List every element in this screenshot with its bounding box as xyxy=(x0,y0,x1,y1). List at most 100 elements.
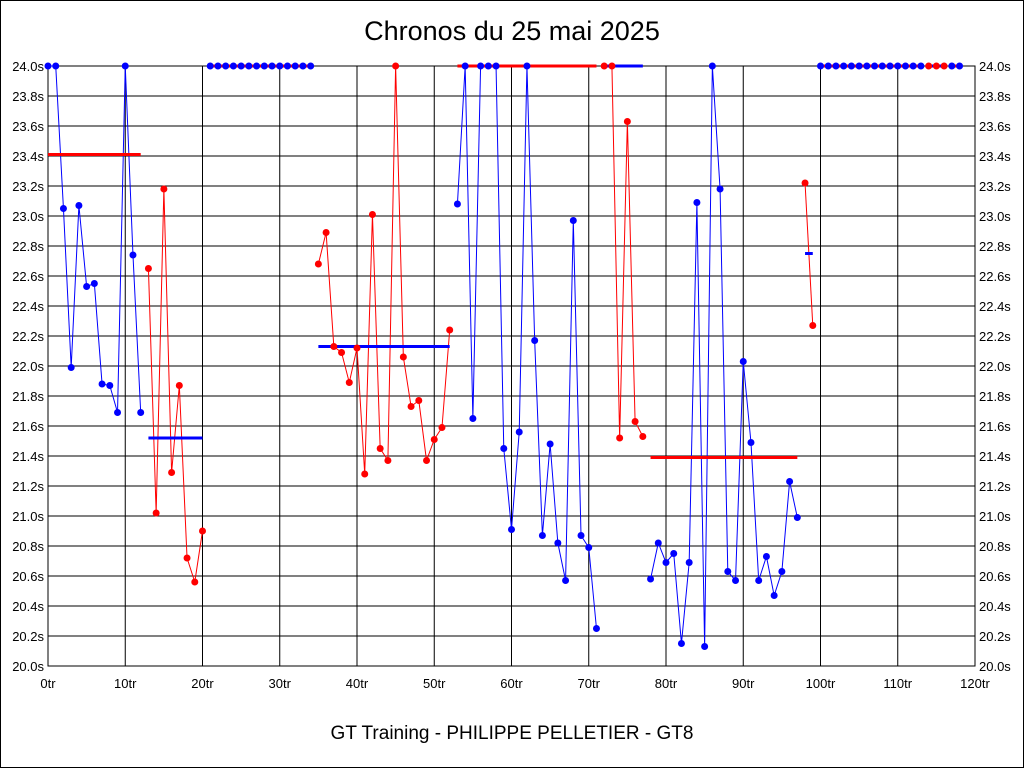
lap-time-point xyxy=(144,265,152,272)
lap-time-point xyxy=(662,559,670,566)
x-tick-label: 10tr xyxy=(114,676,137,691)
lap-time-point xyxy=(477,62,485,70)
lap-time-point xyxy=(44,62,52,70)
lap-time-point xyxy=(206,62,214,70)
lap-time-point xyxy=(925,62,933,70)
lap-time-point xyxy=(531,337,539,344)
lap-time-point xyxy=(577,532,585,539)
lap-time-point xyxy=(423,457,431,464)
lap-time-point xyxy=(647,575,655,583)
lap-time-point xyxy=(956,62,964,70)
lap-time-point xyxy=(608,62,616,70)
y-tick-label-left: 23.0s xyxy=(12,209,44,224)
lap-time-point xyxy=(175,382,183,389)
y-tick-label-left: 24.0s xyxy=(12,59,44,74)
y-tick-label-right: 23.2s xyxy=(979,179,1011,194)
y-tick-label-right: 22.8s xyxy=(979,239,1011,254)
y-tick-label-right: 21.0s xyxy=(979,509,1011,524)
y-tick-label-left: 22.6s xyxy=(12,269,44,284)
lap-time-point xyxy=(708,62,716,70)
lap-time-point xyxy=(878,62,886,70)
lap-time-point xyxy=(948,62,956,70)
lap-time-point xyxy=(917,62,925,70)
y-tick-label-left: 23.6s xyxy=(12,119,44,134)
lap-time-point xyxy=(747,439,755,446)
lap-time-point xyxy=(314,260,322,268)
lap-time-point xyxy=(90,280,98,287)
y-tick-label-left: 23.4s xyxy=(12,149,44,164)
lap-time-series-line xyxy=(147,188,203,583)
y-tick-label-left: 20.4s xyxy=(12,599,44,614)
lap-time-point xyxy=(291,62,299,70)
x-tick-label: 100tr xyxy=(806,676,836,691)
y-tick-label-right: 22.2s xyxy=(979,329,1011,344)
lap-time-point xyxy=(616,434,624,442)
x-tick-label: 80tr xyxy=(655,676,678,691)
lap-time-series-line xyxy=(456,65,597,629)
x-tick-label: 70tr xyxy=(578,676,601,691)
y-tick-label-right: 23.0s xyxy=(979,209,1011,224)
y-tick-label-right: 20.8s xyxy=(979,539,1011,554)
x-tick-label: 30tr xyxy=(269,676,292,691)
lap-time-point xyxy=(940,62,948,70)
lap-time-point xyxy=(407,403,415,410)
y-tick-label-right: 22.6s xyxy=(979,269,1011,284)
lap-time-point xyxy=(276,62,284,70)
lap-time-point xyxy=(832,62,840,70)
chart-title: Chronos du 25 mai 2025 xyxy=(364,16,660,46)
lap-time-point xyxy=(894,62,902,70)
lap-time-point xyxy=(515,428,523,436)
lap-time-point xyxy=(546,440,554,448)
y-tick-label-left: 23.2s xyxy=(12,179,44,194)
x-tick-label: 50tr xyxy=(423,676,446,691)
lap-time-point xyxy=(361,470,369,478)
lap-time-point xyxy=(469,415,477,422)
lap-time-point xyxy=(909,62,917,70)
lap-time-point xyxy=(793,514,801,521)
lap-time-point xyxy=(824,62,832,70)
lap-time-point xyxy=(562,577,570,584)
lap-time-point xyxy=(222,62,230,70)
y-tick-label-right: 22.0s xyxy=(979,359,1011,374)
y-tick-label-left: 22.8s xyxy=(12,239,44,254)
lap-time-point xyxy=(778,568,786,575)
lap-time-point xyxy=(871,62,879,70)
x-tick-label: 20tr xyxy=(191,676,214,691)
lap-time-point xyxy=(129,251,137,259)
x-tick-label: 90tr xyxy=(732,676,755,691)
lap-time-point xyxy=(260,62,268,70)
lap-time-point xyxy=(508,526,515,533)
lap-time-point xyxy=(160,185,168,193)
lap-time-point xyxy=(183,554,191,562)
y-tick-label-left: 20.2s xyxy=(12,629,44,644)
lap-time-point xyxy=(600,62,608,70)
lap-time-point xyxy=(886,62,894,70)
lap-time-point xyxy=(461,62,469,70)
lap-time-point xyxy=(98,380,106,388)
lap-time-point xyxy=(191,578,199,586)
y-tick-label-right: 22.4s xyxy=(979,299,1011,314)
lap-time-series-line xyxy=(48,65,142,413)
lap-time-point xyxy=(446,326,454,334)
lap-time-point xyxy=(106,382,114,389)
lap-time-point xyxy=(299,62,307,70)
lap-time-point xyxy=(762,553,770,560)
y-tick-label-right: 23.8s xyxy=(979,89,1011,104)
lap-time-point xyxy=(237,62,245,70)
lap-time-point xyxy=(631,418,639,425)
y-tick-label-right: 20.4s xyxy=(979,599,1011,614)
lap-time-point xyxy=(770,592,778,599)
y-tick-label-right: 21.6s xyxy=(979,419,1011,434)
lap-time-point xyxy=(453,200,461,208)
lap-time-point xyxy=(538,532,546,539)
lap-time-point xyxy=(229,62,237,70)
y-tick-label-left: 23.8s xyxy=(12,89,44,104)
lap-time-series-line xyxy=(317,65,451,475)
lap-time-point xyxy=(345,379,353,386)
y-tick-label-right: 21.4s xyxy=(979,449,1011,464)
x-tick-label: 0tr xyxy=(40,676,56,691)
lap-time-point xyxy=(554,539,562,547)
x-tick-label: 40tr xyxy=(346,676,369,691)
lap-time-point xyxy=(840,62,848,70)
